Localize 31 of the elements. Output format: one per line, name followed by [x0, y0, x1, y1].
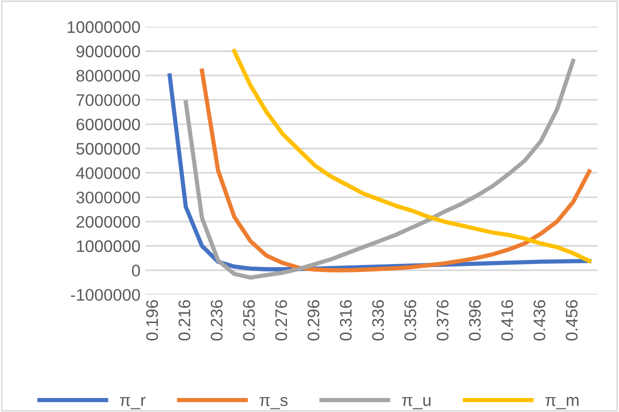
legend-label: π_m — [546, 396, 578, 410]
x-tick-label: 0.456 — [566, 300, 578, 340]
y-tick-label: 6000000 — [76, 118, 140, 130]
y-tick-label: 7000000 — [76, 94, 140, 106]
x-tick-label: 0.336 — [372, 300, 384, 340]
legend-label: π_s — [260, 396, 288, 410]
y-tick-label: 5000000 — [76, 142, 140, 155]
x-tick-label: 0.236 — [210, 300, 223, 340]
x-tick-label: 0.316 — [340, 300, 352, 340]
y-tick-label: 4000000 — [76, 167, 140, 180]
y-tick-label: -1000000 — [70, 288, 140, 301]
legend-label: π_u — [402, 397, 430, 410]
x-tick-label: 0.396 — [468, 300, 481, 340]
x-tick-label: 0.216 — [178, 300, 190, 340]
y-tick-label: 2000000 — [76, 216, 140, 228]
y-tick-label: 9000000 — [76, 46, 140, 58]
x-tick-label: 0.296 — [308, 300, 320, 340]
y-tick-label: 0 — [132, 264, 140, 276]
legend-label: π_r — [120, 396, 146, 410]
x-tick-label: 0.196 — [146, 300, 158, 340]
x-tick-label: 0.276 — [275, 300, 288, 340]
x-tick-label: 0.256 — [243, 300, 255, 340]
y-tick-label: 3000000 — [76, 192, 140, 204]
y-tick-label: 8000000 — [76, 70, 140, 82]
y-tick-label: 10000000 — [68, 21, 140, 33]
y-tick-label: 1000000 — [76, 240, 140, 252]
x-tick-label: 0.436 — [534, 300, 546, 340]
x-tick-label: 0.416 — [501, 300, 514, 340]
x-tick-label: 0.376 — [436, 300, 448, 340]
x-tick-label: 0.356 — [404, 300, 416, 340]
line-series — [232, 49, 592, 264]
